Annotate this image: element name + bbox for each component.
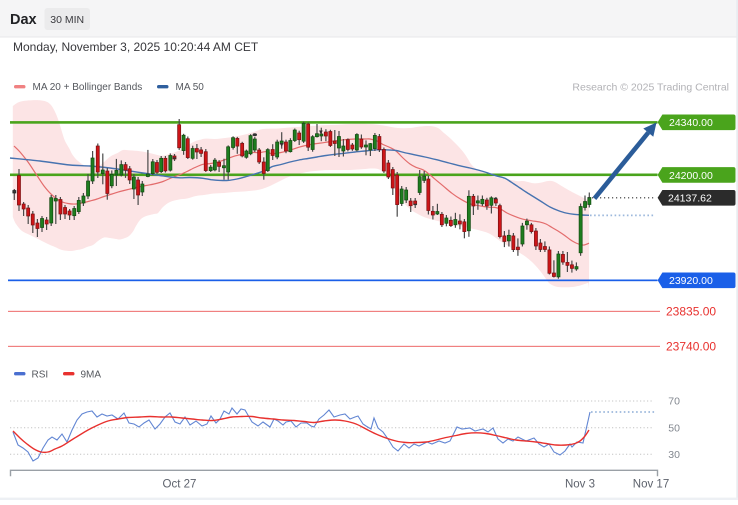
svg-text:Nov 17: Nov 17 — [633, 479, 669, 491]
svg-text:Monday, November 3, 2025 10:20: Monday, November 3, 2025 10:20:44 AM CET — [13, 40, 259, 54]
svg-text:30: 30 — [668, 449, 680, 461]
svg-text:RSI: RSI — [32, 370, 49, 381]
svg-text:Dax: Dax — [10, 12, 37, 28]
svg-text:24200.00: 24200.00 — [669, 170, 713, 182]
svg-text:23920.00: 23920.00 — [669, 275, 713, 287]
svg-text:30 MIN: 30 MIN — [50, 14, 84, 26]
svg-text:Nov 3: Nov 3 — [565, 479, 595, 491]
svg-text:24340.00: 24340.00 — [669, 117, 713, 129]
svg-text:9MA: 9MA — [81, 370, 102, 381]
svg-text:23835.00: 23835.00 — [666, 304, 716, 318]
svg-text:MA 20 + Bollinger Bands: MA 20 + Bollinger Bands — [33, 82, 143, 93]
svg-text:Research © 2025 Trading Centra: Research © 2025 Trading Central — [572, 82, 729, 94]
svg-text:MA 50: MA 50 — [176, 82, 205, 93]
svg-text:Oct 27: Oct 27 — [163, 479, 197, 491]
svg-text:50: 50 — [668, 422, 680, 434]
svg-text:24137.62: 24137.62 — [668, 193, 712, 205]
svg-text:70: 70 — [668, 396, 680, 408]
svg-text:23740.00: 23740.00 — [666, 339, 716, 353]
